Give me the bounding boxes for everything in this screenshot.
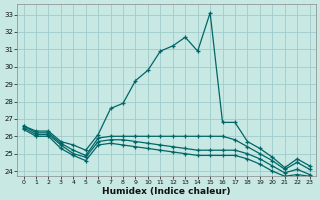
X-axis label: Humidex (Indice chaleur): Humidex (Indice chaleur)	[102, 187, 231, 196]
